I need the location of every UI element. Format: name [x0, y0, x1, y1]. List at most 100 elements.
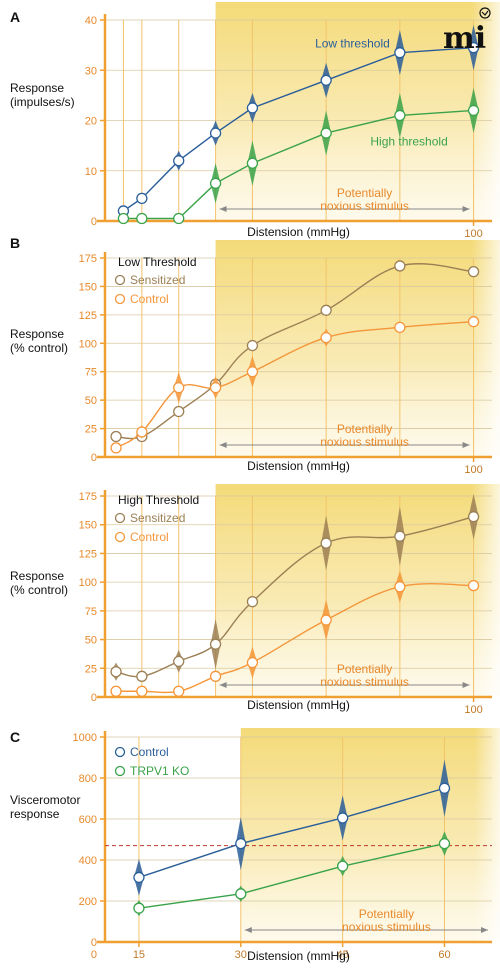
x-tick-label: 100: [464, 464, 482, 476]
data-point: [173, 381, 185, 394]
y-tick-label: 50: [85, 635, 97, 647]
data-point: [336, 860, 349, 872]
chart-panel-A: 0 10 20 30 40 100 A Response(impulses/s) Distens…: [10, 2, 500, 240]
x-tick-label: 60: [438, 949, 450, 961]
series-low-threshold: [117, 25, 480, 217]
y-axis-label: (% control): [10, 341, 68, 355]
data-point: [320, 331, 332, 344]
panel-letter: C: [10, 729, 20, 745]
y-tick-label: 175: [79, 253, 97, 265]
y-tick-label: 150: [79, 281, 97, 293]
annotation-line-1: Potentially: [337, 422, 392, 436]
x-axis-label: Distension (mmHg): [247, 459, 350, 473]
data-point: [246, 366, 259, 378]
panel-subtitle: High Threshold: [118, 493, 199, 507]
data-point: [320, 537, 332, 549]
data-point: [133, 902, 145, 914]
legend-marker: [114, 274, 126, 286]
annotation-arrowhead-right: [462, 442, 470, 448]
data-point: [467, 316, 480, 328]
x-tick-label: 45: [337, 949, 349, 961]
y-tick-label: 200: [79, 896, 97, 908]
legend-label: TRPV1 KO: [130, 764, 189, 778]
series-line: [123, 46, 474, 212]
data-point: [209, 177, 222, 189]
x-axis-label: Distension (mmHg): [247, 949, 350, 963]
y-tick-label: 150: [79, 520, 97, 532]
data-point: [467, 511, 480, 523]
legend-label: Control: [130, 530, 169, 544]
data-point: [394, 321, 406, 334]
panel-letter: A: [10, 9, 20, 25]
y-tick-label: 75: [85, 606, 97, 618]
chart-panel-b2: 0 25 50 75 100 125 150 175 100 Response(% control…: [10, 484, 500, 716]
data-point: [110, 430, 122, 443]
data-point: [320, 614, 332, 626]
y-axis-label: Visceromotor: [10, 793, 80, 807]
y-tick-label: 100: [79, 577, 97, 589]
data-point: [173, 655, 185, 668]
series-sensitized: [110, 493, 480, 682]
x-tick-label: 30: [235, 949, 247, 961]
data-point: [394, 581, 406, 593]
logo-check-icon: [481, 10, 489, 16]
y-tick-label: 125: [79, 548, 97, 560]
data-point: [320, 74, 332, 86]
y-tick-label: 800: [79, 773, 97, 785]
y-axis-label: (impulses/s): [10, 95, 75, 109]
y-axis-label: Response: [10, 327, 64, 341]
data-point: [209, 381, 222, 394]
y-axis-label: response: [10, 807, 60, 821]
data-point: [394, 109, 406, 122]
y-axis-label: Response: [10, 81, 64, 95]
data-point: [320, 304, 332, 316]
data-point: [117, 212, 130, 225]
data-point: [136, 670, 148, 682]
panel-letter: B: [10, 235, 20, 251]
y-axis-label: Response: [10, 569, 64, 583]
series-line: [123, 109, 474, 220]
data-point: [235, 837, 247, 850]
data-point: [394, 530, 406, 542]
annotation-line-1: Potentially: [359, 907, 414, 921]
data-point: [394, 260, 406, 272]
data-point: [467, 104, 480, 117]
noxious-shade-fade: [215, 484, 500, 697]
series-trpv1-ko: [133, 831, 451, 917]
data-point: [246, 157, 259, 169]
y-tick-label: 30: [85, 65, 97, 77]
data-point: [320, 127, 332, 139]
data-point: [110, 442, 122, 454]
legend-marker: [114, 765, 126, 777]
data-point: [246, 596, 259, 608]
logo-text: mi: [443, 21, 486, 56]
annotation-arrowhead-right: [481, 927, 488, 933]
y-tick-label: 600: [79, 814, 97, 826]
y-tick-label: 125: [79, 310, 97, 322]
annotation-arrowhead-left: [219, 682, 227, 688]
annotation-arrowhead-left: [244, 927, 252, 933]
annotation-line-2: noxious stimulus: [320, 435, 409, 449]
data-point: [173, 212, 185, 225]
data-point: [173, 685, 185, 697]
series-label: High threshold: [370, 135, 447, 149]
annotation-line-1: Potentially: [337, 662, 392, 676]
y-tick-label: 40: [85, 15, 97, 27]
series-label: Low threshold: [315, 37, 390, 51]
annotation-arrowhead-right: [462, 682, 470, 688]
legend-label: Control: [130, 745, 169, 759]
data-point: [209, 638, 222, 650]
annotation-line-1: Potentially: [337, 186, 392, 200]
data-point: [173, 155, 185, 167]
data-point: [336, 812, 349, 824]
logo-mark-icon: [479, 7, 491, 19]
series-sensitized: [110, 260, 480, 443]
y-tick-label: 1000: [73, 732, 97, 744]
noxious-shade-fade: [215, 240, 500, 457]
y-tick-label: 75: [85, 367, 97, 379]
data-point: [467, 579, 480, 592]
data-point: [133, 871, 145, 884]
annotation-line-2: noxious stimulus: [342, 920, 431, 934]
x-tick-label: 100: [464, 704, 482, 716]
